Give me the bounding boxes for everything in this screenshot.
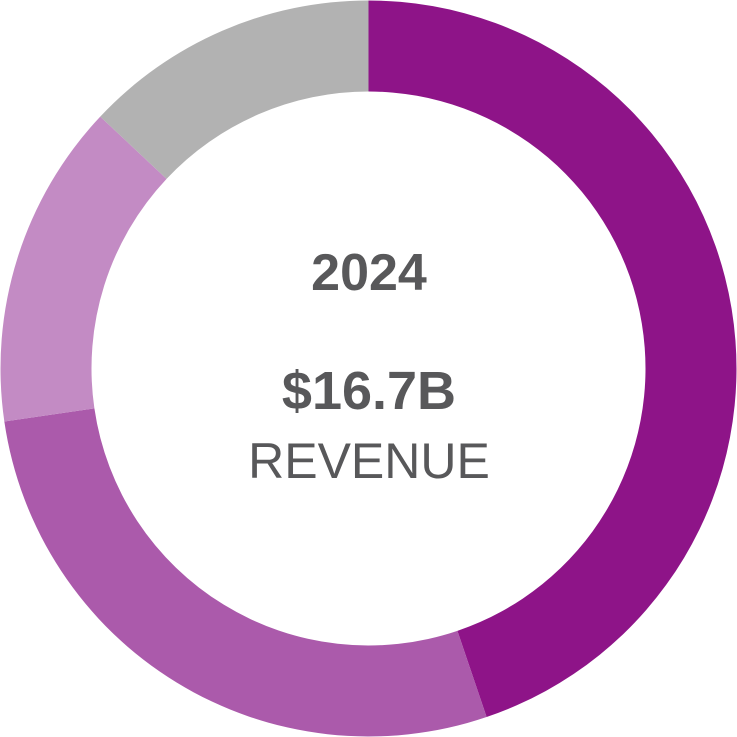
donut-slice-1 [368, 0, 737, 718]
donut-slice-3 [0, 116, 167, 422]
center-labels: 2024 $16.7B REVENUE [248, 244, 490, 489]
center-revenue-label: REVENUE [248, 433, 490, 489]
donut-slice-4 [100, 0, 369, 179]
center-revenue-value: $16.7B [282, 361, 456, 421]
donut-slice-2 [4, 408, 487, 737]
center-year: 2024 [311, 244, 427, 302]
